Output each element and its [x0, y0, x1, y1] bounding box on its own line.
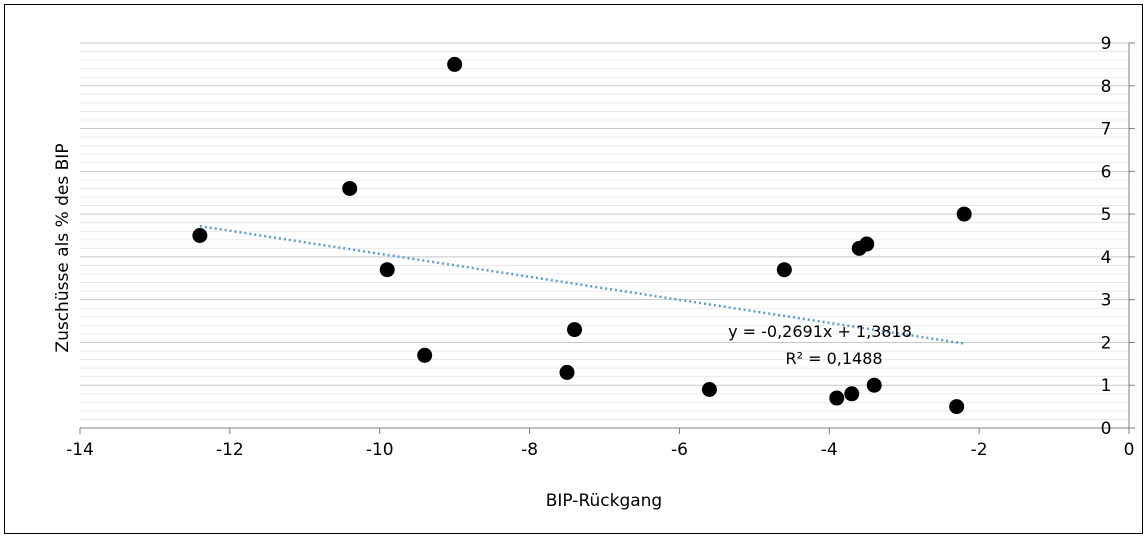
data-point — [559, 364, 575, 380]
y-tick-label: 6 — [1101, 162, 1112, 182]
x-tick-label: -6 — [671, 440, 688, 460]
x-tick-label: -8 — [521, 440, 538, 460]
data-point — [949, 399, 965, 415]
y-tick-label: 7 — [1101, 120, 1112, 140]
x-tick-label: -2 — [971, 440, 988, 460]
data-point — [956, 206, 972, 222]
y-tick-label: 5 — [1101, 205, 1112, 225]
x-tick-label: -14 — [66, 440, 94, 460]
data-point — [447, 56, 463, 72]
y-tick-label: 8 — [1101, 77, 1112, 97]
x-tick-label: -12 — [216, 440, 244, 460]
tick-labels: -14 -12 -10 -8 -6 -4 -2 00 1 2 3 4 5 6 7 8 9 — [66, 34, 1134, 460]
chart-frame — [4, 4, 1143, 534]
y-tick-label: 2 — [1101, 333, 1112, 353]
data-point — [859, 236, 875, 252]
data-point — [866, 377, 882, 393]
x-axis-title: BIP-Rückgang — [546, 491, 662, 511]
x-tick-label: -10 — [366, 440, 394, 460]
data-point — [192, 228, 208, 243]
x-tick-label: 0 — [1124, 440, 1135, 460]
trendline — [199, 224, 965, 345]
data-point — [776, 262, 792, 278]
axes — [79, 42, 1135, 434]
y-tick-label: 1 — [1101, 376, 1112, 396]
data-point — [567, 322, 583, 338]
y-tick-label: 3 — [1101, 291, 1112, 311]
y-axis-title: Zuschüsse als % des BIP — [53, 143, 73, 352]
data-point — [829, 390, 845, 406]
data-point — [417, 347, 433, 363]
trendline-group — [199, 224, 965, 345]
data-point — [701, 382, 717, 397]
x-tick-label: -4 — [821, 440, 838, 460]
data-points — [192, 56, 972, 415]
data-point — [342, 180, 358, 196]
gridlines — [80, 42, 1129, 429]
y-tick-label: 0 — [1101, 419, 1112, 439]
data-point — [379, 262, 395, 278]
data-point — [844, 386, 860, 402]
trendline-r-squared: R² = 0,1488 — [785, 349, 882, 368]
y-tick-label: 9 — [1101, 34, 1112, 54]
y-tick-label: 4 — [1101, 248, 1112, 268]
trendline-equation: y = -0,2691x + 1,3818 — [728, 322, 912, 341]
